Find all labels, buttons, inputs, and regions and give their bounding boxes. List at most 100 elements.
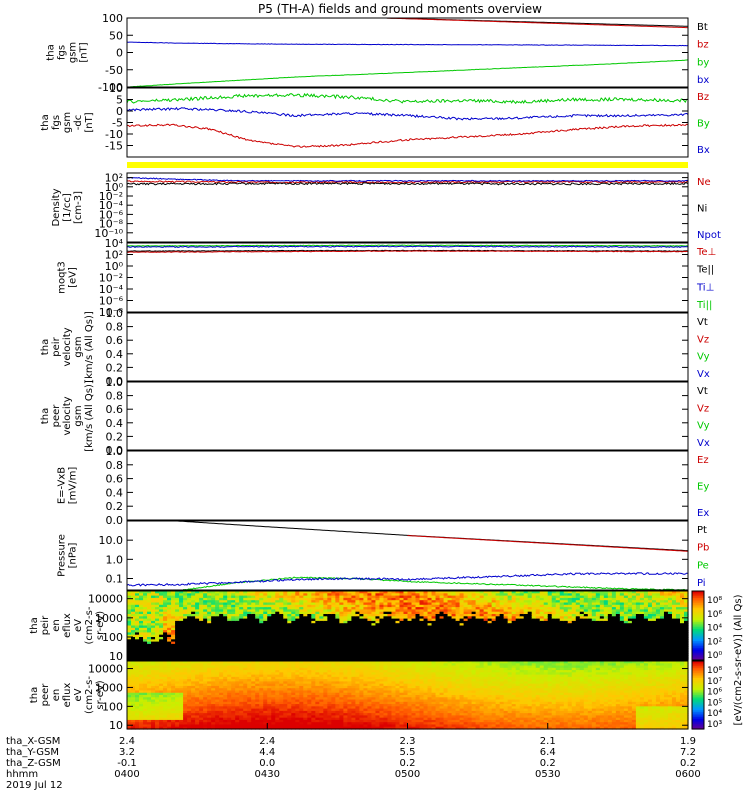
- spectrogram-cell: [343, 627, 348, 631]
- spectrogram-cell: [251, 614, 256, 617]
- spectrogram-cell: [143, 699, 148, 703]
- spectrogram-cell: [531, 639, 537, 643]
- spectrogram-cell: [447, 616, 453, 620]
- spectrogram-cell: [167, 681, 172, 685]
- spectrogram-cell: [491, 600, 497, 604]
- spectrogram-cell: [427, 593, 433, 597]
- spectrogram-cell: [147, 600, 152, 604]
- spectrogram-cell: [143, 607, 148, 610]
- spectrogram-cell: [447, 625, 453, 629]
- spectrogram-cell: [167, 676, 172, 680]
- spectrogram-cell: [191, 672, 196, 676]
- spectrogram-cell: [271, 630, 276, 633]
- spectrogram-cell: [131, 706, 136, 710]
- spectrogram-cell: [183, 690, 188, 694]
- spectrogram-cell: [171, 670, 176, 673]
- spectrogram-cell: [139, 625, 144, 629]
- spectrogram-cell: [343, 600, 348, 604]
- spectrogram-cell: [503, 655, 509, 659]
- spectrogram-cell: [615, 639, 621, 643]
- spectrogram-cell: [571, 618, 577, 622]
- spectrogram-cell: [287, 634, 292, 638]
- spectrogram-cell: [519, 600, 525, 604]
- spectrogram-cell: [447, 653, 453, 656]
- spectrogram-cell: [287, 597, 292, 601]
- colorbar-step: [692, 592, 704, 596]
- spectrogram-cell: [587, 632, 593, 636]
- spectrogram-cell: [655, 614, 661, 617]
- spectrogram-cell: [271, 650, 276, 654]
- spectrogram-cell: [311, 653, 316, 656]
- spectrogram-cell: [667, 634, 673, 638]
- y-axis-label: peir: [40, 615, 51, 635]
- spectrogram-cell: [191, 681, 196, 685]
- spectrogram-cell: [459, 637, 465, 640]
- spectrogram-cell: [355, 632, 361, 636]
- spectrogram-cell: [263, 614, 268, 617]
- spectrogram-cell: [527, 623, 533, 627]
- spectrogram-cell: [151, 646, 156, 650]
- colorbar-step: [692, 608, 704, 611]
- spectrogram-cell: [455, 618, 461, 622]
- spectrogram-cell: [271, 648, 276, 652]
- spectrogram-cell: [171, 676, 176, 680]
- spectrogram-cell: [187, 637, 192, 640]
- spectrogram-cell: [587, 600, 593, 604]
- spectrogram-cell: [259, 657, 264, 661]
- spectrogram-cell: [651, 655, 657, 659]
- spectrogram-cell: [191, 597, 196, 601]
- spectrogram-cell: [511, 620, 517, 624]
- spectrogram-cell: [259, 616, 264, 620]
- spectrogram-cell: [635, 627, 641, 631]
- spectrogram-cell: [663, 632, 669, 636]
- spectrogram-cell: [151, 676, 156, 680]
- spectrogram-cell: [563, 620, 569, 624]
- spectrogram-cell: [459, 600, 465, 604]
- spectrogram-cell: [135, 616, 140, 620]
- spectrogram-cell: [171, 616, 176, 620]
- spectrogram-cell: [215, 600, 220, 604]
- spectrogram-cell: [371, 614, 377, 617]
- spectrogram-cell: [607, 648, 613, 652]
- spectrogram-cell: [679, 597, 685, 601]
- spectrogram-cell: [427, 625, 433, 629]
- spectrogram-cell: [623, 627, 629, 631]
- spectrogram-cell: [555, 630, 561, 633]
- spectrogram-cell: [403, 643, 409, 647]
- spectrogram-cell: [155, 706, 160, 710]
- spectrogram-cell: [639, 637, 645, 640]
- spectrogram-cell: [127, 646, 132, 650]
- y-tick-label: 1.0: [106, 553, 124, 566]
- spectrogram-cell: [347, 650, 352, 654]
- spectrogram-cell: [291, 641, 296, 645]
- spectrogram-cell: [303, 637, 308, 640]
- spectrogram-cell: [139, 639, 144, 643]
- spectrogram-cell: [171, 593, 176, 597]
- spectrogram-cell: [419, 637, 425, 640]
- spectrogram-cell: [131, 665, 136, 669]
- spectrogram-cell: [163, 650, 168, 654]
- spectrogram-cell: [503, 650, 509, 654]
- spectrogram-cell: [431, 604, 437, 608]
- spectrogram-cell: [283, 648, 288, 652]
- spectrogram-cell: [503, 593, 509, 597]
- spectrogram-cell: [219, 597, 224, 601]
- spectrogram-cell: [555, 639, 561, 643]
- spectrogram-cell: [627, 614, 633, 617]
- spectrogram-cell: [199, 648, 204, 652]
- spectrogram-cell: [203, 632, 208, 636]
- spectrogram-cell: [131, 597, 136, 601]
- spectrogram-cell: [143, 632, 148, 636]
- spectrogram-cell: [403, 595, 409, 599]
- spectrogram-cell: [159, 593, 164, 597]
- spectrogram-cell: [547, 637, 553, 640]
- spectrogram-cell: [519, 609, 525, 613]
- spectrogram-cell: [179, 616, 184, 620]
- spectrogram-cell: [455, 623, 461, 627]
- spectrogram-cell: [211, 648, 216, 652]
- spectrogram-cell: [359, 593, 365, 597]
- spectrogram-cell: [295, 632, 300, 636]
- spectrogram-cell: [151, 713, 156, 716]
- spectrogram-cell: [323, 657, 328, 661]
- spectrogram-cell: [463, 650, 469, 654]
